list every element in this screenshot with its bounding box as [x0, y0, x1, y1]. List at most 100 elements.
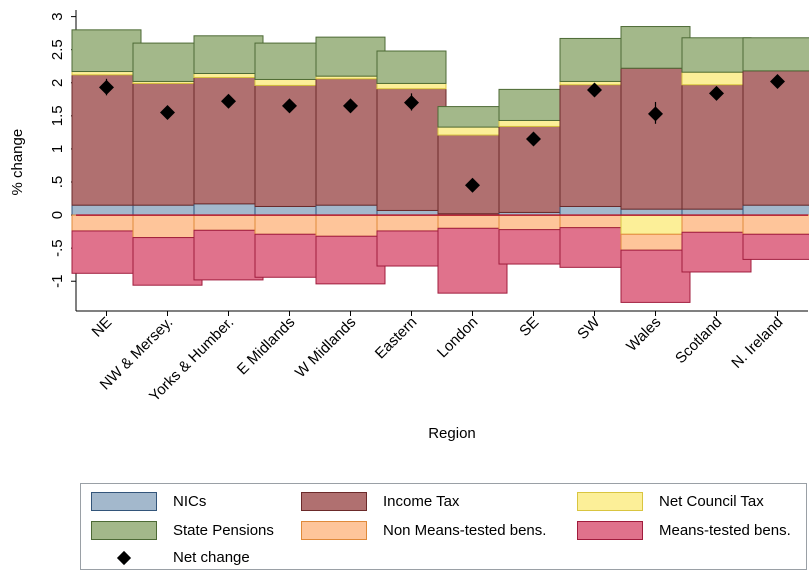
net-change-marker-nw-mersey	[160, 105, 175, 121]
legend-item-nics: NICs	[91, 492, 206, 511]
bar-means-tested-bens-se	[498, 229, 569, 265]
bar-means-tested-bens-e-midlands	[254, 233, 325, 278]
legend-item-state-pensions: State Pensions	[91, 521, 274, 540]
bar-nics-wales	[620, 208, 691, 216]
legend-marker-net-change	[91, 548, 157, 567]
net-change-marker-n-ireland	[770, 73, 785, 89]
diamond-icon	[116, 550, 132, 565]
net-change-marker-london	[465, 177, 480, 193]
y-tick-label-8: 3	[49, 12, 66, 20]
bar-state-pensions-se	[498, 88, 569, 121]
bar-state-pensions-sw	[559, 37, 630, 82]
bar-nics-ne	[71, 204, 142, 216]
legend-swatch-net-council-tax	[577, 492, 643, 511]
y-tick-label-5: 1.5	[49, 105, 66, 126]
bar-nics-scotland	[681, 208, 752, 216]
y-axis-title: % change	[9, 129, 26, 196]
x-tick-label-eastern: Eastern	[372, 314, 421, 363]
bar-nics-e-midlands	[254, 205, 325, 216]
x-tick-label-sw: SW	[574, 313, 604, 343]
legend-label-means-tested: Means-tested bens.	[659, 522, 791, 539]
legend-item-income-tax: Income Tax	[301, 492, 459, 511]
legend-label-non-means-tested: Non Means-tested bens.	[383, 522, 547, 539]
bar-non-means-tested-bens-nw-mersey	[132, 214, 203, 239]
bar-means-tested-bens-eastern	[376, 230, 447, 267]
bar-net-council-tax-negative-wales	[620, 214, 691, 235]
bar-non-means-tested-bens-scotland	[681, 214, 752, 233]
bar-nics-yorks-humber	[193, 203, 264, 216]
legend-swatch-means-tested	[577, 521, 643, 540]
bar-means-tested-bens-nw-mersey	[132, 237, 203, 286]
bar-income-tax-n-ireland	[742, 70, 809, 206]
bar-income-tax-w-midlands	[315, 78, 386, 206]
legend-label-income-tax: Income Tax	[383, 493, 460, 510]
net-change-marker-w-midlands	[343, 98, 358, 114]
bar-state-pensions-yorks-humber	[193, 35, 264, 75]
bar-means-tested-bens-sw	[559, 227, 630, 268]
bar-income-tax-ne	[71, 74, 142, 206]
bar-non-means-tested-bens-n-ireland	[742, 214, 809, 235]
bar-non-means-tested-bens-se	[498, 214, 569, 231]
y-tick-label-6: 2	[49, 79, 66, 87]
net-change-marker-se	[526, 131, 541, 147]
bar-net-council-tax-eastern	[376, 82, 447, 90]
x-tick-label-se: SE	[516, 314, 542, 340]
bar-means-tested-bens-london	[437, 227, 508, 294]
net-change-marker-yorks-humber	[221, 93, 236, 109]
bar-state-pensions-n-ireland	[742, 37, 809, 72]
bar-non-means-tested-bens-w-midlands	[315, 214, 386, 237]
y-tick-label-3: .5	[49, 176, 66, 189]
x-tick-label-london: London	[434, 314, 481, 361]
bar-net-council-tax-se	[498, 119, 569, 127]
legend-label-nics: NICs	[173, 493, 207, 510]
bar-nics-n-ireland	[742, 204, 809, 216]
y-tick-label-1: -.5	[49, 239, 66, 257]
bar-state-pensions-nw-mersey	[132, 42, 203, 82]
y-tick-label-0: -1	[49, 275, 66, 288]
bar-means-tested-bens-ne	[71, 230, 142, 274]
bar-non-means-tested-bens-yorks-humber	[193, 214, 264, 231]
bar-state-pensions-wales	[620, 26, 691, 69]
x-axis-title: Region	[428, 425, 476, 442]
bar-income-tax-scotland	[681, 84, 752, 210]
bar-income-tax-yorks-humber	[193, 76, 264, 205]
legend-label-net-change: Net change	[173, 549, 250, 566]
bar-income-tax-wales	[620, 67, 691, 210]
bar-net-council-tax-london	[437, 126, 508, 136]
bar-means-tested-bens-yorks-humber	[193, 229, 264, 281]
bar-state-pensions-e-midlands	[254, 42, 325, 80]
bar-means-tested-bens-wales	[620, 249, 691, 303]
legend-swatch-non-means-tested	[301, 521, 367, 540]
bar-means-tested-bens-scotland	[681, 231, 752, 273]
legend-item-net-change: Net change	[91, 548, 250, 567]
x-tick-label-w-midlands: W Midlands	[292, 314, 359, 381]
net-change-marker-scotland	[709, 85, 724, 101]
bar-nics-sw	[559, 205, 630, 216]
bar-means-tested-bens-n-ireland	[742, 233, 809, 260]
chart-legend: NICs Income Tax Net Council Tax State Pe…	[80, 483, 807, 570]
bar-state-pensions-scotland	[681, 37, 752, 73]
bar-non-means-tested-bens-eastern	[376, 214, 447, 232]
x-tick-label-wales: Wales	[623, 314, 664, 355]
x-tick-label-e-midlands: E Midlands	[234, 314, 298, 378]
net-change-marker-eastern	[404, 95, 419, 111]
bar-income-tax-sw	[559, 84, 630, 207]
net-change-marker-sw	[587, 82, 602, 98]
legend-item-means-tested: Means-tested bens.	[577, 521, 791, 540]
bar-means-tested-bens-w-midlands	[315, 235, 386, 285]
bar-nics-nw-mersey	[132, 204, 203, 216]
x-tick-label-n-ireland: N. Ireland	[728, 314, 786, 372]
bar-nics-w-midlands	[315, 204, 386, 216]
y-tick-label-2: 0	[49, 211, 66, 219]
net-change-marker-ne	[99, 79, 114, 95]
bar-non-means-tested-bens-ne	[71, 214, 142, 232]
y-tick-label-7: 2.5	[49, 39, 66, 60]
legend-swatch-nics	[91, 492, 157, 511]
x-tick-label-scotland: Scotland	[672, 314, 725, 367]
bar-non-means-tested-bens-wales	[620, 233, 691, 251]
bar-net-council-tax-yorks-humber	[193, 73, 264, 78]
legend-item-non-means-tested: Non Means-tested bens.	[301, 521, 546, 540]
legend-swatch-state-pensions	[91, 521, 157, 540]
